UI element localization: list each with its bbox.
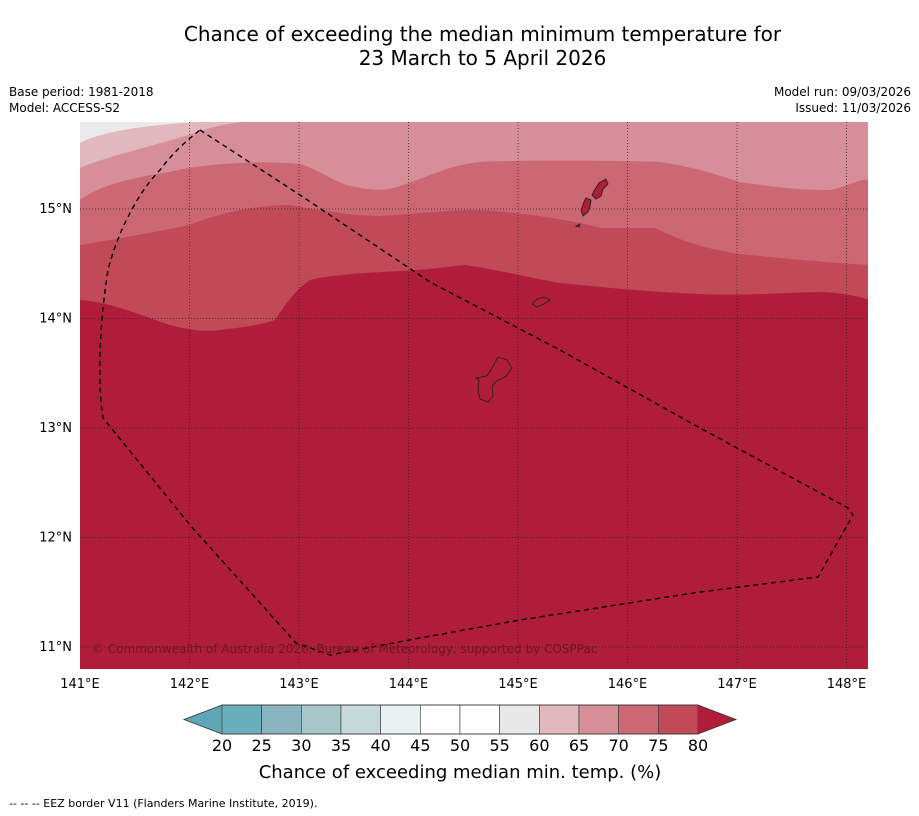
colorbar-segment [301, 704, 342, 735]
colorbar-segment [420, 704, 461, 735]
colorbar-tick-labels: 20 25 30 35 40 45 50 55 60 65 70 75 80 [212, 736, 708, 755]
colorbar-segment [340, 704, 381, 735]
colorbar-tick-label: 30 [291, 736, 311, 755]
meta-right: Model run: 09/03/2026 Issued: 11/03/2026 [774, 84, 911, 116]
colorbar-tick-label: 25 [251, 736, 271, 755]
colorbar-outline [182, 704, 738, 735]
latitude-labels: 15°N 14°N 13°N 12°N 11°N [39, 202, 72, 655]
band-above-80 [80, 265, 868, 669]
colorbar-tick-label: 75 [648, 736, 668, 755]
graticule [80, 122, 868, 669]
colorbar-tick-label: 70 [608, 736, 628, 755]
island-tinian [580, 197, 592, 217]
island-guam [474, 356, 513, 403]
colorbar-title: Chance of exceeding median min. temp. (%… [259, 762, 662, 783]
lon-label-143e: 143°E [279, 677, 319, 692]
eez-footnote: -- -- -- EEZ border V11 (Flanders Marine… [9, 797, 318, 810]
lon-label-147e: 147°E [717, 677, 757, 692]
issued-date: Issued: 11/03/2026 [795, 101, 911, 115]
island-rota [531, 296, 551, 308]
colorbar-segment [261, 704, 302, 735]
meta-left: Base period: 1981-2018 Model: ACCESS-S2 [9, 84, 154, 116]
lon-label-145e: 145°E [498, 677, 538, 692]
base-period: Base period: 1981-2018 [9, 85, 154, 99]
copyright-notice: © Commonwealth of Australia 2026, Bureau… [92, 642, 597, 656]
colorbar-segment [618, 704, 659, 735]
model-run: Model run: 09/03/2026 [773, 85, 911, 99]
colorbar-tick-label: 80 [688, 736, 708, 755]
lat-label-14n: 14°N [39, 312, 72, 327]
islands [474, 178, 609, 403]
lon-label-148e: 148°E [827, 677, 867, 692]
island-saipan [591, 178, 609, 200]
longitude-labels: 141°E 142°E 143°E 144°E 145°E 146°E 147°… [60, 677, 866, 692]
colorbar-tick-label: 20 [212, 736, 232, 755]
colorbar-tick-label: 60 [529, 736, 549, 755]
colorbar-tick-label: 40 [370, 736, 390, 755]
colorbar-tick-label: 35 [331, 736, 351, 755]
probability-field: © Commonwealth of Australia 2026, Bureau… [80, 122, 868, 669]
colorbar: 20 25 30 35 40 45 50 55 60 65 70 75 80 Chance of exc… [182, 704, 738, 783]
colorbar-segment [221, 704, 262, 735]
colorbar-extend-low [184, 705, 222, 734]
colorbar-segments [184, 704, 736, 735]
eez-border [99, 129, 854, 656]
title-line-2: 23 March to 5 April 2026 [358, 46, 607, 70]
colorbar-tick-label: 45 [410, 736, 430, 755]
model-name: Model: ACCESS-S2 [9, 101, 121, 115]
lat-label-11n: 11°N [39, 640, 72, 655]
colorbar-segment [380, 704, 421, 735]
colorbar-extend-high [698, 705, 736, 734]
lon-label-142e: 142°E [170, 677, 210, 692]
colorbar-segment [578, 704, 619, 735]
lat-label-12n: 12°N [39, 531, 72, 546]
lat-label-13n: 13°N [39, 421, 72, 436]
colorbar-tick-label: 55 [489, 736, 509, 755]
colorbar-segment [658, 704, 699, 735]
colorbar-segment [539, 704, 580, 735]
colorbar-tick-label: 50 [450, 736, 470, 755]
title-line-1: Chance of exceeding the median minimum t… [183, 22, 782, 46]
colorbar-segment [459, 704, 500, 735]
lon-label-146e: 146°E [608, 677, 648, 692]
lon-label-144e: 144°E [389, 677, 429, 692]
chart-title: Chance of exceeding the median minimum t… [0, 22, 919, 70]
colorbar-tick-label: 65 [569, 736, 589, 755]
colorbar-segment [499, 704, 540, 735]
lat-label-15n: 15°N [39, 202, 72, 217]
lon-label-141e: 141°E [60, 677, 100, 692]
island-aguijan [574, 223, 581, 228]
